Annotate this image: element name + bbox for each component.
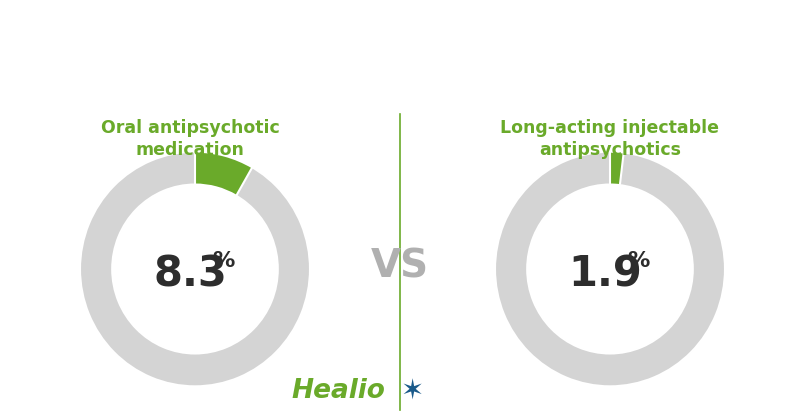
Text: Hospital readmission rates among patients with schizophrenia and: Hospital readmission rates among patient… — [46, 25, 754, 44]
Text: Healio: Healio — [291, 378, 385, 404]
Wedge shape — [495, 152, 725, 386]
Text: Oral antipsychotic: Oral antipsychotic — [101, 119, 279, 137]
Text: Long-acting injectable: Long-acting injectable — [501, 119, 719, 137]
Text: schizoaffective disorder according to therapy received at discharge:: schizoaffective disorder according to th… — [38, 65, 762, 84]
Text: %: % — [212, 251, 234, 271]
Wedge shape — [80, 152, 310, 386]
Wedge shape — [195, 152, 252, 196]
Text: ✶: ✶ — [400, 378, 424, 405]
Text: antipsychotics: antipsychotics — [539, 142, 681, 160]
Text: 8.3: 8.3 — [153, 253, 227, 295]
Text: %: % — [627, 251, 649, 271]
Text: 1.9: 1.9 — [568, 253, 642, 295]
Wedge shape — [610, 152, 624, 185]
Text: VS: VS — [371, 248, 429, 286]
Text: medication: medication — [135, 142, 245, 160]
